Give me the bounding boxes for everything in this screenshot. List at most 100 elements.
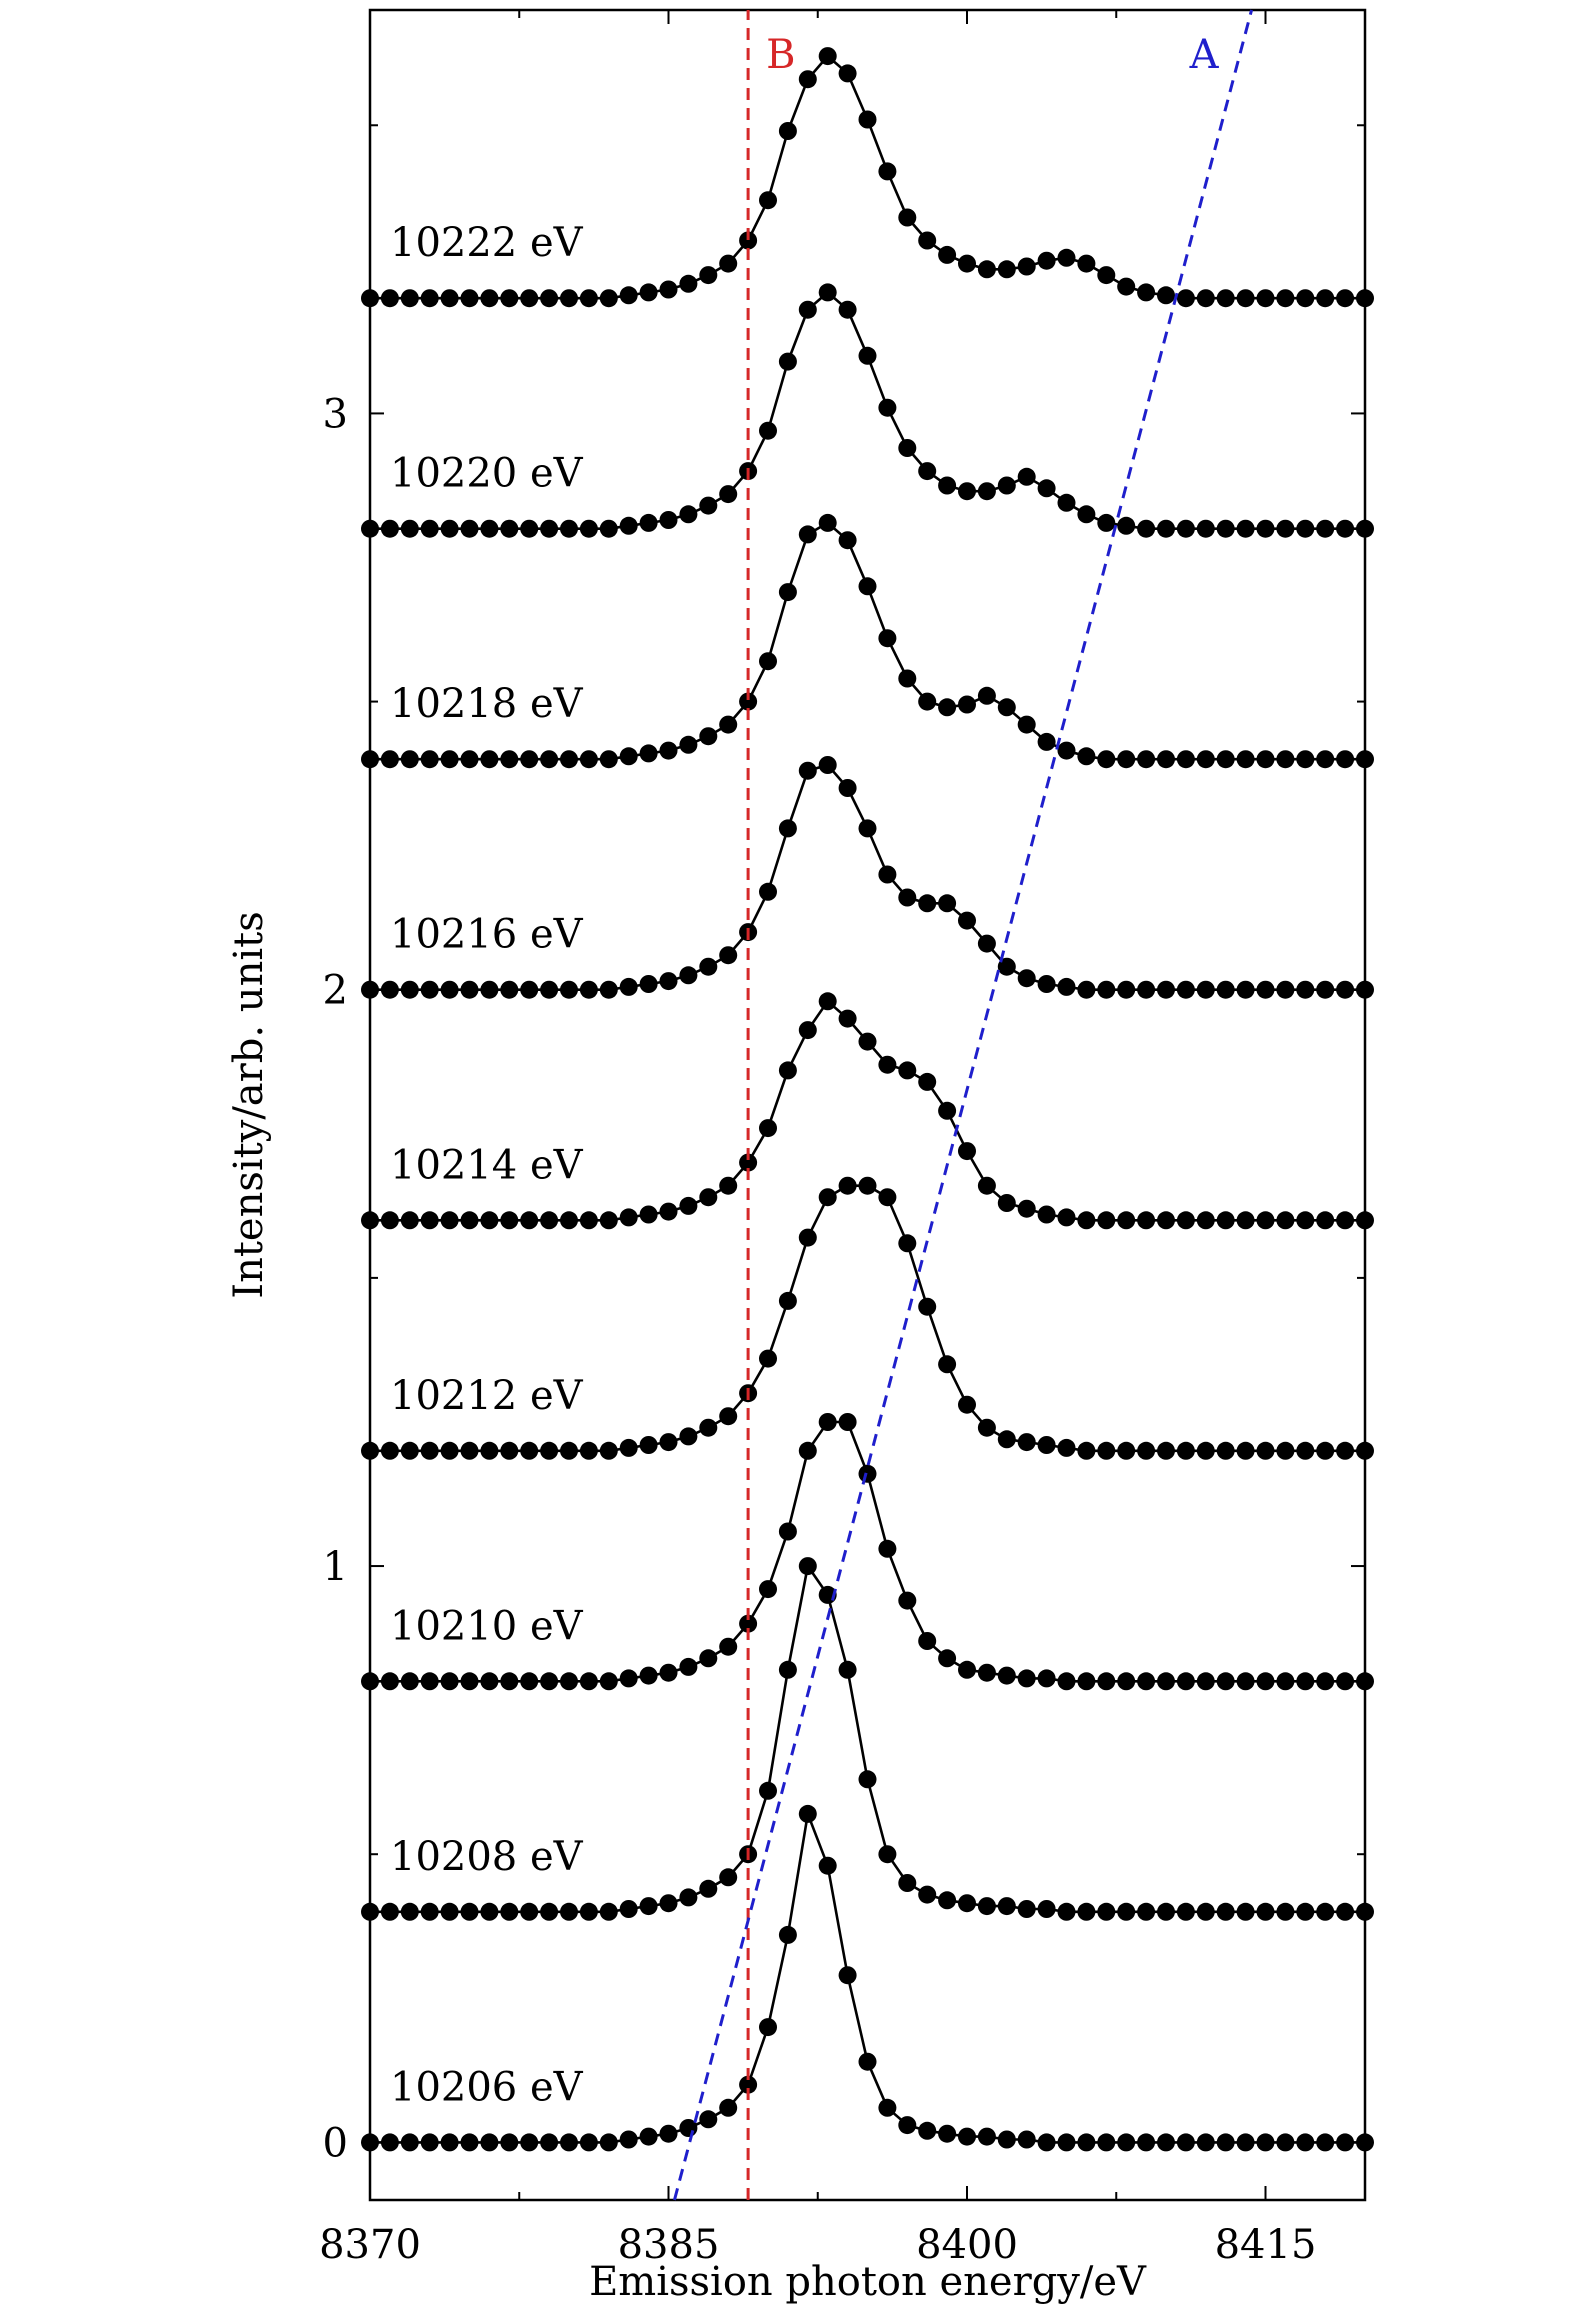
data-point	[1176, 1672, 1195, 1691]
data-point	[977, 1418, 996, 1437]
data-point	[838, 1660, 857, 1679]
data-point	[997, 1897, 1016, 1916]
data-point	[1097, 1672, 1116, 1691]
data-point	[1037, 1205, 1056, 1224]
series-label: 10208 eV	[390, 1834, 584, 1880]
data-point	[1356, 750, 1374, 769]
data-point	[520, 1441, 539, 1460]
data-point	[1037, 251, 1056, 270]
data-point	[380, 1211, 399, 1230]
data-point	[619, 1669, 638, 1688]
data-point	[639, 1666, 658, 1685]
data-point	[858, 577, 877, 596]
data-point	[1097, 980, 1116, 999]
data-point	[1037, 732, 1056, 751]
data-point	[918, 1072, 937, 1091]
data-point	[918, 1885, 937, 1904]
data-point	[579, 1672, 598, 1691]
data-point	[997, 957, 1016, 976]
data-point	[1216, 1211, 1235, 1230]
data-point	[997, 476, 1016, 495]
data-point	[400, 1672, 419, 1691]
data-point	[1057, 1902, 1076, 1921]
data-point	[878, 1188, 897, 1207]
data-point	[798, 1804, 817, 1823]
data-point	[977, 1663, 996, 1682]
data-point	[997, 1430, 1016, 1449]
data-point	[679, 505, 698, 524]
data-point	[679, 274, 698, 293]
data-point	[639, 1205, 658, 1224]
data-point	[520, 1211, 539, 1230]
data-point	[1117, 516, 1136, 535]
data-point	[878, 865, 897, 884]
data-point	[699, 1188, 718, 1207]
data-point	[619, 1208, 638, 1227]
data-point	[818, 992, 837, 1011]
data-point	[1157, 980, 1175, 999]
data-point	[699, 1879, 718, 1898]
data-point	[1336, 980, 1355, 999]
data-point	[460, 2133, 479, 2152]
data-point	[380, 1902, 399, 1921]
data-point	[778, 122, 797, 140]
data-point	[778, 1522, 797, 1541]
data-point	[1017, 2130, 1036, 2149]
data-point	[1157, 1211, 1175, 1230]
data-point	[1296, 1672, 1315, 1691]
data-point	[977, 1897, 996, 1916]
data-point	[560, 289, 578, 308]
data-point	[361, 289, 379, 308]
data-point	[1017, 1433, 1036, 1452]
data-point	[540, 519, 559, 538]
data-point	[1336, 2133, 1355, 2152]
series-10214-ev: 10214 eV	[361, 992, 1374, 1230]
data-point	[1296, 980, 1315, 999]
data-point	[838, 531, 857, 550]
data-point	[420, 1441, 439, 1460]
data-point	[619, 1438, 638, 1457]
data-point	[1097, 266, 1116, 285]
data-point	[898, 208, 917, 227]
series-label: 10210 eV	[390, 1603, 584, 1649]
data-point	[1316, 750, 1335, 769]
data-point	[1276, 1441, 1295, 1460]
data-point	[520, 289, 539, 308]
data-point	[361, 519, 379, 538]
axes: 8370 8385 8400 8415 0 1 2 3	[319, 10, 1365, 2268]
data-point	[1216, 1672, 1235, 1691]
series-label: 10206 eV	[390, 2064, 584, 2110]
data-point	[1316, 519, 1335, 538]
data-point	[898, 888, 917, 907]
data-point	[659, 1202, 678, 1221]
data-point	[400, 1211, 419, 1230]
series-label: 10216 eV	[390, 912, 584, 958]
data-point	[1216, 289, 1235, 308]
data-point	[1336, 519, 1355, 538]
data-point	[1276, 289, 1295, 308]
data-point	[440, 519, 459, 538]
series-label: 10222 eV	[390, 220, 584, 266]
data-point	[1296, 289, 1315, 308]
data-point	[739, 2075, 758, 2094]
data-point	[1037, 1900, 1056, 1918]
data-point	[1057, 2133, 1076, 2152]
series-label: 10214 eV	[390, 1142, 584, 1188]
data-point	[659, 972, 678, 991]
data-point	[739, 692, 758, 711]
data-point	[460, 750, 479, 769]
data-point	[400, 1441, 419, 1460]
plot-frame	[368, 8, 1367, 2202]
data-point	[361, 1441, 379, 1460]
data-point	[1216, 750, 1235, 769]
series-label: 10218 eV	[390, 681, 584, 727]
data-point	[997, 1194, 1016, 1212]
data-point	[938, 245, 957, 264]
data-point	[560, 750, 578, 769]
data-point	[1256, 1211, 1275, 1230]
data-point	[440, 289, 459, 308]
data-point	[759, 1119, 777, 1138]
data-point	[1356, 1902, 1374, 1921]
data-point	[1176, 1211, 1195, 1230]
data-point	[1236, 1211, 1255, 1230]
